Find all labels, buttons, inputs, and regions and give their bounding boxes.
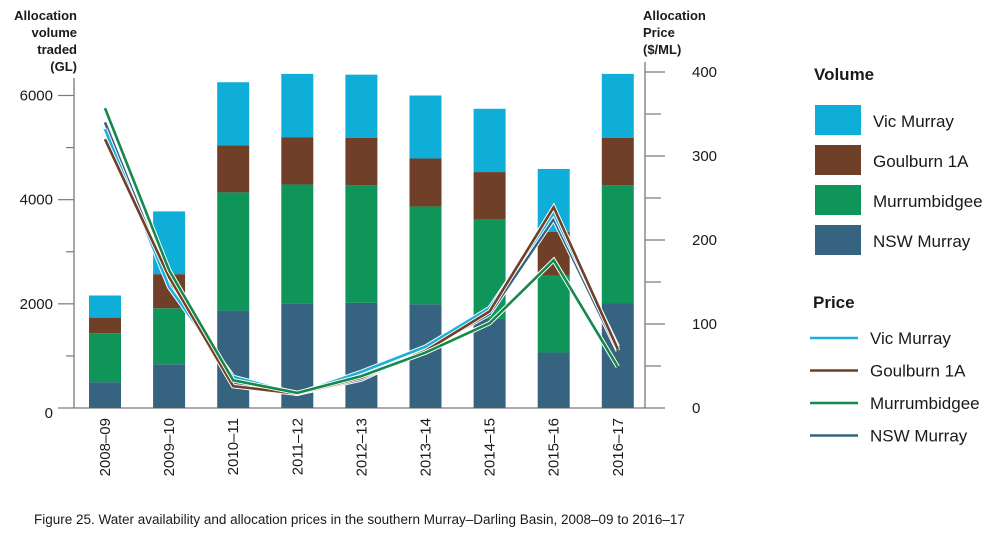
price-line-murrumbidgee bbox=[103, 107, 619, 395]
bar-murrumbidgee bbox=[89, 333, 121, 383]
right-tick-label: 100 bbox=[692, 316, 717, 333]
x-tick-label: 2015–16 bbox=[546, 418, 563, 476]
x-tick-label: 2013–14 bbox=[418, 418, 435, 476]
bar-vic-murray bbox=[473, 108, 506, 173]
bar-murrumbidgee bbox=[217, 192, 250, 311]
right-axis-title-line: Allocation bbox=[643, 8, 706, 23]
legend-swatch-nsw-murray bbox=[815, 225, 861, 255]
x-tick-label: 2014–15 bbox=[482, 418, 499, 476]
bar-murrumbidgee bbox=[601, 185, 634, 304]
bar-murrumbidgee bbox=[345, 185, 378, 303]
bar-vic-murray bbox=[345, 74, 378, 138]
bar-nsw-murray bbox=[345, 302, 378, 408]
right-tick-label: 400 bbox=[692, 64, 717, 81]
legend-volume-label: Murrumbidgee bbox=[873, 192, 983, 211]
left-tick-label: 6000 bbox=[20, 88, 53, 105]
bar-murrumbidgee bbox=[473, 219, 506, 319]
legend-price-title: Price bbox=[813, 293, 855, 312]
legend-volume-label: Goulburn 1A bbox=[873, 152, 969, 171]
legend-volume-label: Vic Murray bbox=[873, 112, 954, 131]
bar-murrumbidgee bbox=[409, 206, 442, 305]
bar-nsw-murray bbox=[473, 318, 506, 408]
left-axis-title-line: Allocation bbox=[14, 8, 77, 23]
bar-goulburn-1a bbox=[89, 317, 121, 334]
legend-price-label: Murrumbidgee bbox=[870, 394, 980, 413]
bar-vic-murray bbox=[409, 95, 442, 159]
bar-murrumbidgee bbox=[153, 308, 186, 365]
left-axis-title-line: traded bbox=[37, 42, 77, 57]
bar-goulburn-1a bbox=[345, 137, 378, 186]
right-axis-title-line: ($/ML) bbox=[643, 42, 681, 57]
bar-vic-murray bbox=[217, 82, 250, 146]
left-tick-label: 0 bbox=[45, 405, 53, 422]
x-tick-label: 2011–12 bbox=[289, 418, 306, 475]
left-axis-title-line: (GL) bbox=[50, 59, 77, 74]
legend-price-label: NSW Murray bbox=[870, 427, 968, 446]
bar-goulburn-1a bbox=[281, 137, 314, 185]
x-tick-label: 2010–11 bbox=[225, 418, 242, 475]
legend-swatch-murrumbidgee bbox=[815, 185, 861, 215]
figure-caption: Figure 25. Water availability and alloca… bbox=[34, 512, 685, 527]
left-tick-label: 4000 bbox=[20, 192, 53, 209]
right-tick-label: 200 bbox=[692, 232, 717, 249]
bar-nsw-murray bbox=[89, 382, 121, 408]
right-tick-label: 300 bbox=[692, 148, 717, 165]
x-tick-label: 2009–10 bbox=[161, 418, 178, 476]
legend-swatch-goulburn-1a bbox=[815, 145, 861, 175]
bar-vic-murray bbox=[89, 295, 121, 318]
right-tick-label: 0 bbox=[692, 400, 700, 417]
bar-vic-murray bbox=[601, 73, 634, 138]
bar-vic-murray bbox=[281, 73, 314, 138]
legend-volume-title: Volume bbox=[814, 65, 874, 84]
right-axis-title-line: Price bbox=[643, 25, 675, 40]
bar-nsw-murray bbox=[537, 352, 570, 408]
bar-murrumbidgee bbox=[537, 275, 570, 353]
bar-goulburn-1a bbox=[473, 172, 506, 220]
bar-goulburn-1a bbox=[601, 137, 634, 186]
bar-murrumbidgee bbox=[281, 184, 314, 304]
legend-price-label: Goulburn 1A bbox=[870, 362, 966, 381]
legend-volume-label: NSW Murray bbox=[873, 232, 971, 251]
x-tick-label: 2016–17 bbox=[610, 418, 627, 476]
x-tick-label: 2012–13 bbox=[353, 418, 370, 476]
left-axis-title-line: volume bbox=[31, 25, 77, 40]
legend-swatch-vic-murray bbox=[815, 105, 861, 135]
bar-goulburn-1a bbox=[409, 158, 442, 207]
bar-nsw-murray bbox=[153, 364, 186, 408]
left-tick-label: 2000 bbox=[20, 296, 53, 313]
x-tick-label: 2008–09 bbox=[97, 418, 114, 476]
bar-goulburn-1a bbox=[217, 145, 250, 193]
legend-price-label: Vic Murray bbox=[870, 329, 951, 348]
